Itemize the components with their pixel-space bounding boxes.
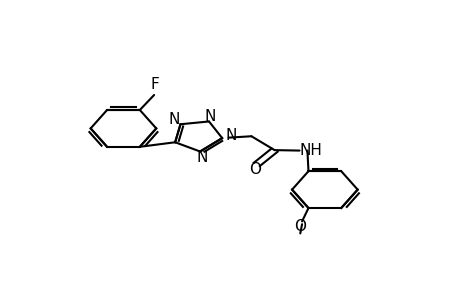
Text: O: O <box>248 162 260 177</box>
Text: N: N <box>196 150 207 165</box>
Text: NH: NH <box>299 143 322 158</box>
Text: N: N <box>204 109 215 124</box>
Text: N: N <box>168 112 179 127</box>
Text: N: N <box>225 128 236 143</box>
Text: F: F <box>150 77 159 92</box>
Text: O: O <box>294 219 306 234</box>
